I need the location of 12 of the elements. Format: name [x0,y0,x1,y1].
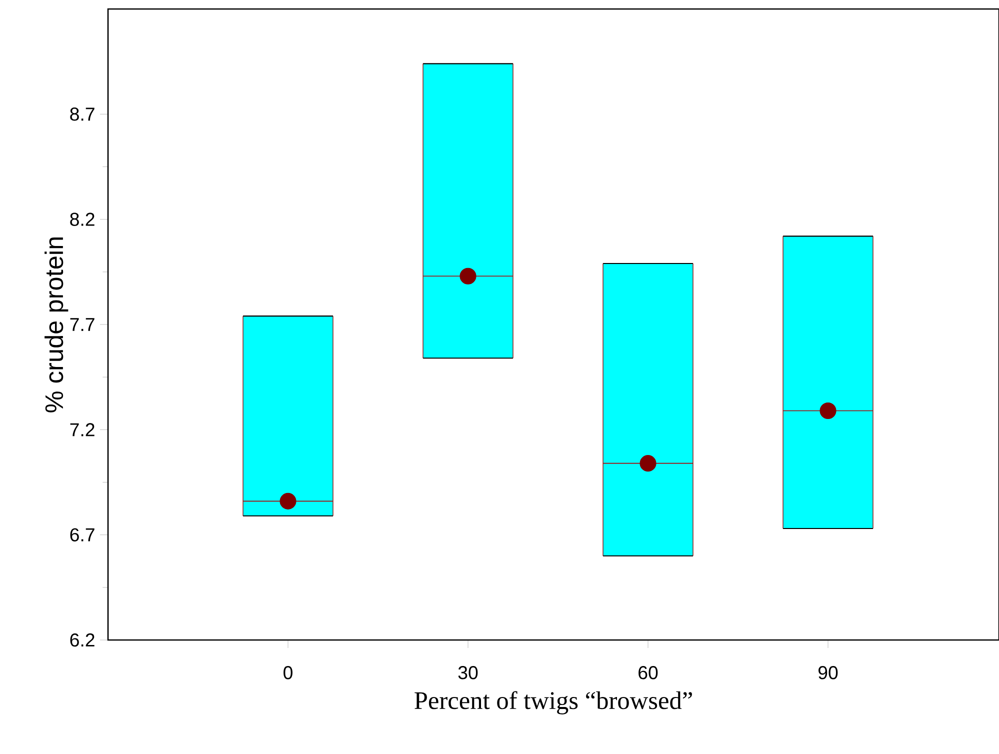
y-tick-label: 7.2 [70,423,94,436]
y-axis-title: % crude protein [44,237,68,412]
y-tick-label: 6.7 [70,528,94,542]
y-tick-label: 7.7 [70,318,94,331]
x-tick-label: 30 [458,666,478,680]
x-axis-title: Percent of twigs “browsed” [414,691,692,714]
y-tick-label: 8.7 [70,108,94,121]
x-tick-label: 0 [284,666,292,680]
y-tick-label: 6.2 [70,633,94,647]
x-tick-label: 90 [818,666,838,680]
x-tick-label: 60 [638,666,658,680]
y-tick-label: 8.2 [70,212,94,226]
